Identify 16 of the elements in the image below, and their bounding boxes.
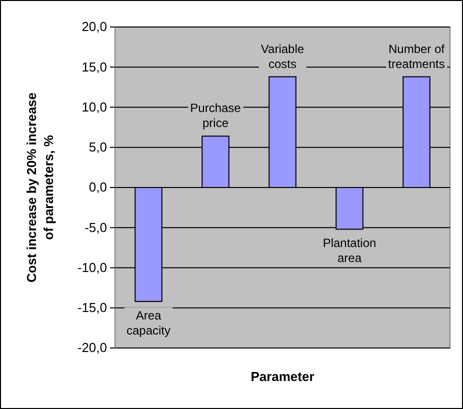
- x-tick-label: Plantation area: [322, 236, 376, 266]
- x-tick-label: Variable costs: [260, 42, 304, 71]
- y-tick-label: -20,0: [77, 340, 107, 356]
- x-axis-title: Parameter: [250, 369, 314, 384]
- y-tick-label: -5,0: [84, 220, 107, 235]
- y-tick-label: 10,0: [82, 99, 107, 114]
- y-tick-label: 20,0: [82, 19, 107, 34]
- y-tick-label: 0,0: [88, 180, 107, 195]
- x-tick-label: Area capacity: [126, 308, 171, 338]
- x-tick-label: Purchase price: [190, 101, 242, 130]
- y-tick-label: 15,0: [82, 59, 107, 74]
- y-tick-label: -15,0: [77, 300, 107, 316]
- y-axis-title: Cost increase by 20% increase of parameters, %: [24, 92, 56, 283]
- y-tick-label: -10,0: [77, 260, 107, 275]
- x-tick-label: Number of treatments: [388, 42, 446, 71]
- y-tick-label: 5,0: [88, 140, 107, 155]
